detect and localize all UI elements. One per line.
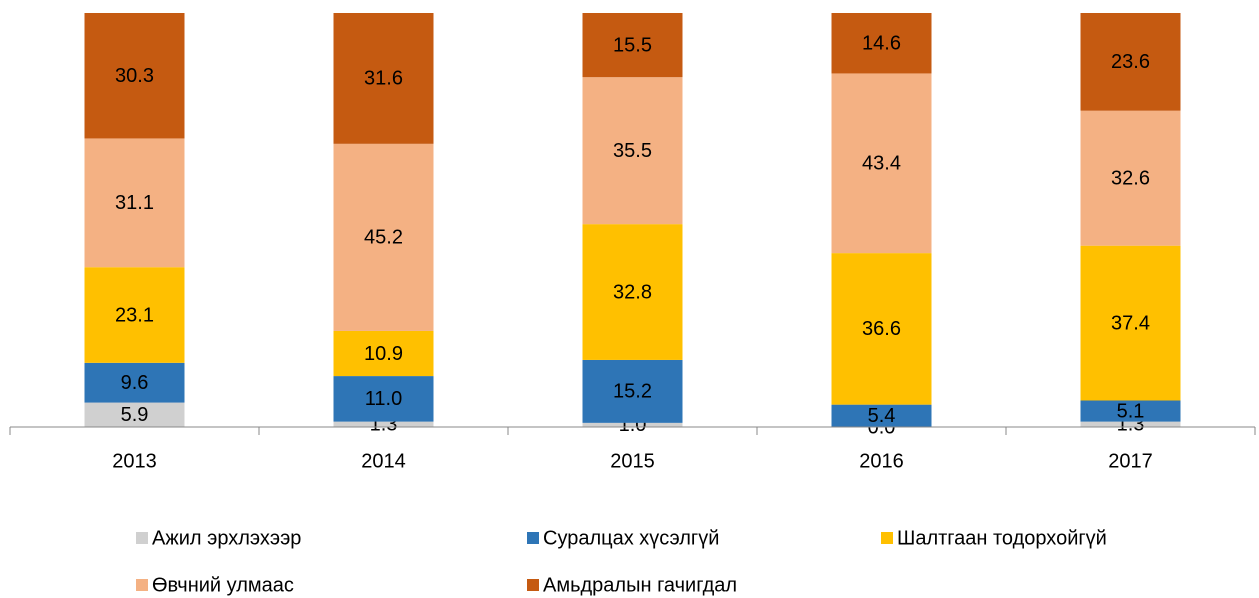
bar-segment [1080,13,1181,111]
data-label: 14.6 [862,33,901,55]
data-label: 37.4 [1111,312,1150,334]
data-label: 15.5 [613,34,652,56]
data-label: 23.1 [115,304,154,326]
bar-segment [84,13,185,139]
data-label: 10.9 [364,343,403,365]
data-label: 11.0 [365,388,402,410]
data-label: 36.6 [862,318,901,340]
x-tick-label: 2016 [859,450,904,472]
data-label: 32.8 [613,281,652,303]
data-label: 23.6 [1111,51,1150,73]
bar-segment [831,13,932,74]
bar-segment [1080,110,1181,246]
data-label: 9.6 [121,372,149,394]
data-label: 5.4 [868,405,896,427]
bar-segment [84,362,185,403]
legend-swatch [881,532,893,544]
legend-swatch [136,579,148,591]
x-tick-label: 2017 [1108,450,1153,472]
bar-segment [582,13,683,78]
bar-segment [84,138,185,268]
data-label: 45.2 [364,227,403,249]
data-label: 30.3 [115,65,154,87]
bar-segment [582,422,683,427]
bar-segment [831,73,932,254]
legend-label: Өвчний улмаас [152,574,294,596]
x-tick-label: 2014 [361,450,406,472]
data-label: 31.1 [115,192,154,214]
data-label: 32.6 [1111,167,1150,189]
legend-swatch [527,532,539,544]
legend-label: Ажил эрхлэхээр [152,527,301,549]
bar-segment [1080,421,1181,427]
bar-segment [333,376,434,422]
data-label: 5.1 [1117,400,1145,422]
legend-label: Амьдралын гачигдал [543,574,737,596]
x-tick-label: 2013 [112,450,157,472]
bar-segment [1080,245,1181,401]
bar-segment [333,421,434,427]
bar-segment [582,359,683,423]
data-label: 15.2 [613,381,652,403]
legend-label: Суралцах хүсэлгүй [543,527,719,549]
legend-swatch [527,579,539,591]
data-label: 5.9 [121,404,149,426]
bar-segment [333,13,434,144]
bar-segment [582,224,683,360]
bar-segment [831,404,932,427]
data-label: 43.4 [862,153,901,175]
x-tick-label: 2015 [610,450,655,472]
bar-segment [84,402,185,427]
data-label: 31.6 [364,68,403,90]
bar-segment [582,77,683,225]
legend-label: Шалтгаан тодорхойгүй [897,527,1107,549]
bar-segment [333,143,434,331]
legend-swatch [136,532,148,544]
bar-segment [333,330,434,377]
bar-segment [1080,400,1181,422]
bar-segment [831,253,932,405]
bar-segment [84,267,185,363]
data-label: 35.5 [613,140,652,162]
